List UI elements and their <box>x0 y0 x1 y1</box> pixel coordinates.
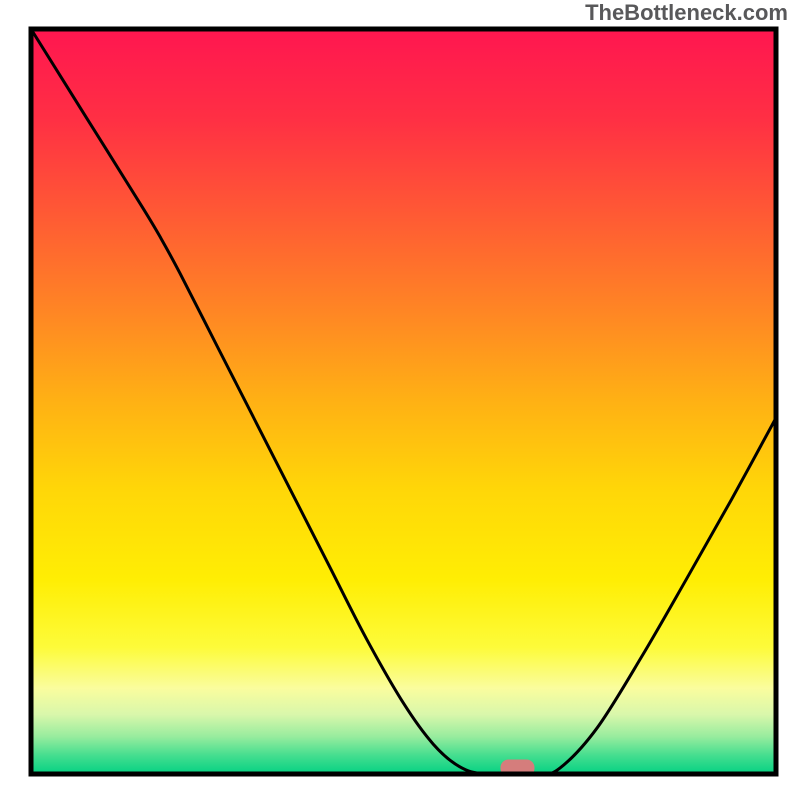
chart-container: TheBottleneck.com <box>0 0 800 800</box>
plot-background <box>31 29 776 774</box>
bottleneck-chart <box>0 0 800 800</box>
watermark-text: TheBottleneck.com <box>585 0 788 26</box>
